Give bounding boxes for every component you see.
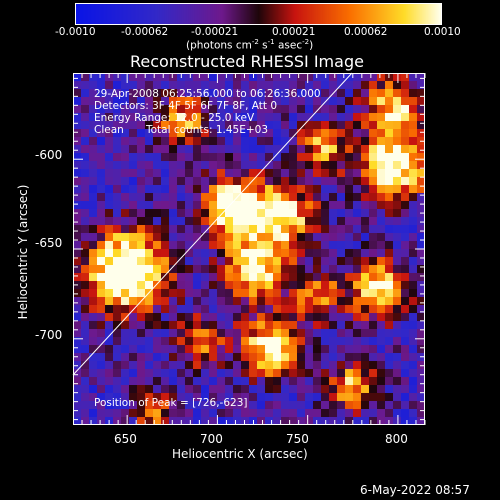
colorbar-units: (photons cm-2 s-1 asec-2) (186, 38, 314, 52)
colorbar-tick-label: -0.00021 (191, 26, 239, 38)
y-tick-label: -700 (35, 328, 63, 342)
peak-position-text: Position of Peak = [726,-623] (94, 397, 248, 409)
clean-method-text: Clean (94, 124, 124, 136)
detectors-text: Detectors: 3F 4F 5F 6F 7F 8F, Att 0 (94, 100, 278, 112)
colorbar-tick-label: 0.00021 (272, 26, 316, 38)
plot-title: Reconstructed RHESSI Image (130, 52, 364, 71)
colorbar-tick-label: -0.00062 (121, 26, 169, 38)
colorbar-tick-label: 0.00062 (344, 26, 388, 38)
energy-range-text: Energy Range: 12.0 - 25.0 keV (94, 112, 255, 124)
colorbar-tick-label: 0.0010 (424, 26, 461, 38)
footer-timestamp: 6-May-2022 08:57 (360, 483, 470, 497)
y-tick-label: -600 (35, 148, 63, 162)
x-tick-label: 750 (286, 432, 309, 446)
x-tick-label: 700 (200, 432, 223, 446)
total-counts-text: Total counts: 1.45E+03 (146, 124, 269, 136)
colorbar (75, 3, 442, 25)
time-range-text: 29-Apr-2008 06:25:56.000 to 06:26:36.000 (94, 88, 321, 100)
x-axis-label: Heliocentric X (arcsec) (172, 447, 308, 461)
colorbar-tick-label: -0.0010 (55, 26, 96, 38)
x-tick-label: 650 (114, 432, 137, 446)
y-tick-label: -650 (35, 236, 63, 250)
x-tick-label: 800 (385, 432, 408, 446)
y-axis-label: Heliocentric Y (arcsec) (16, 184, 30, 320)
